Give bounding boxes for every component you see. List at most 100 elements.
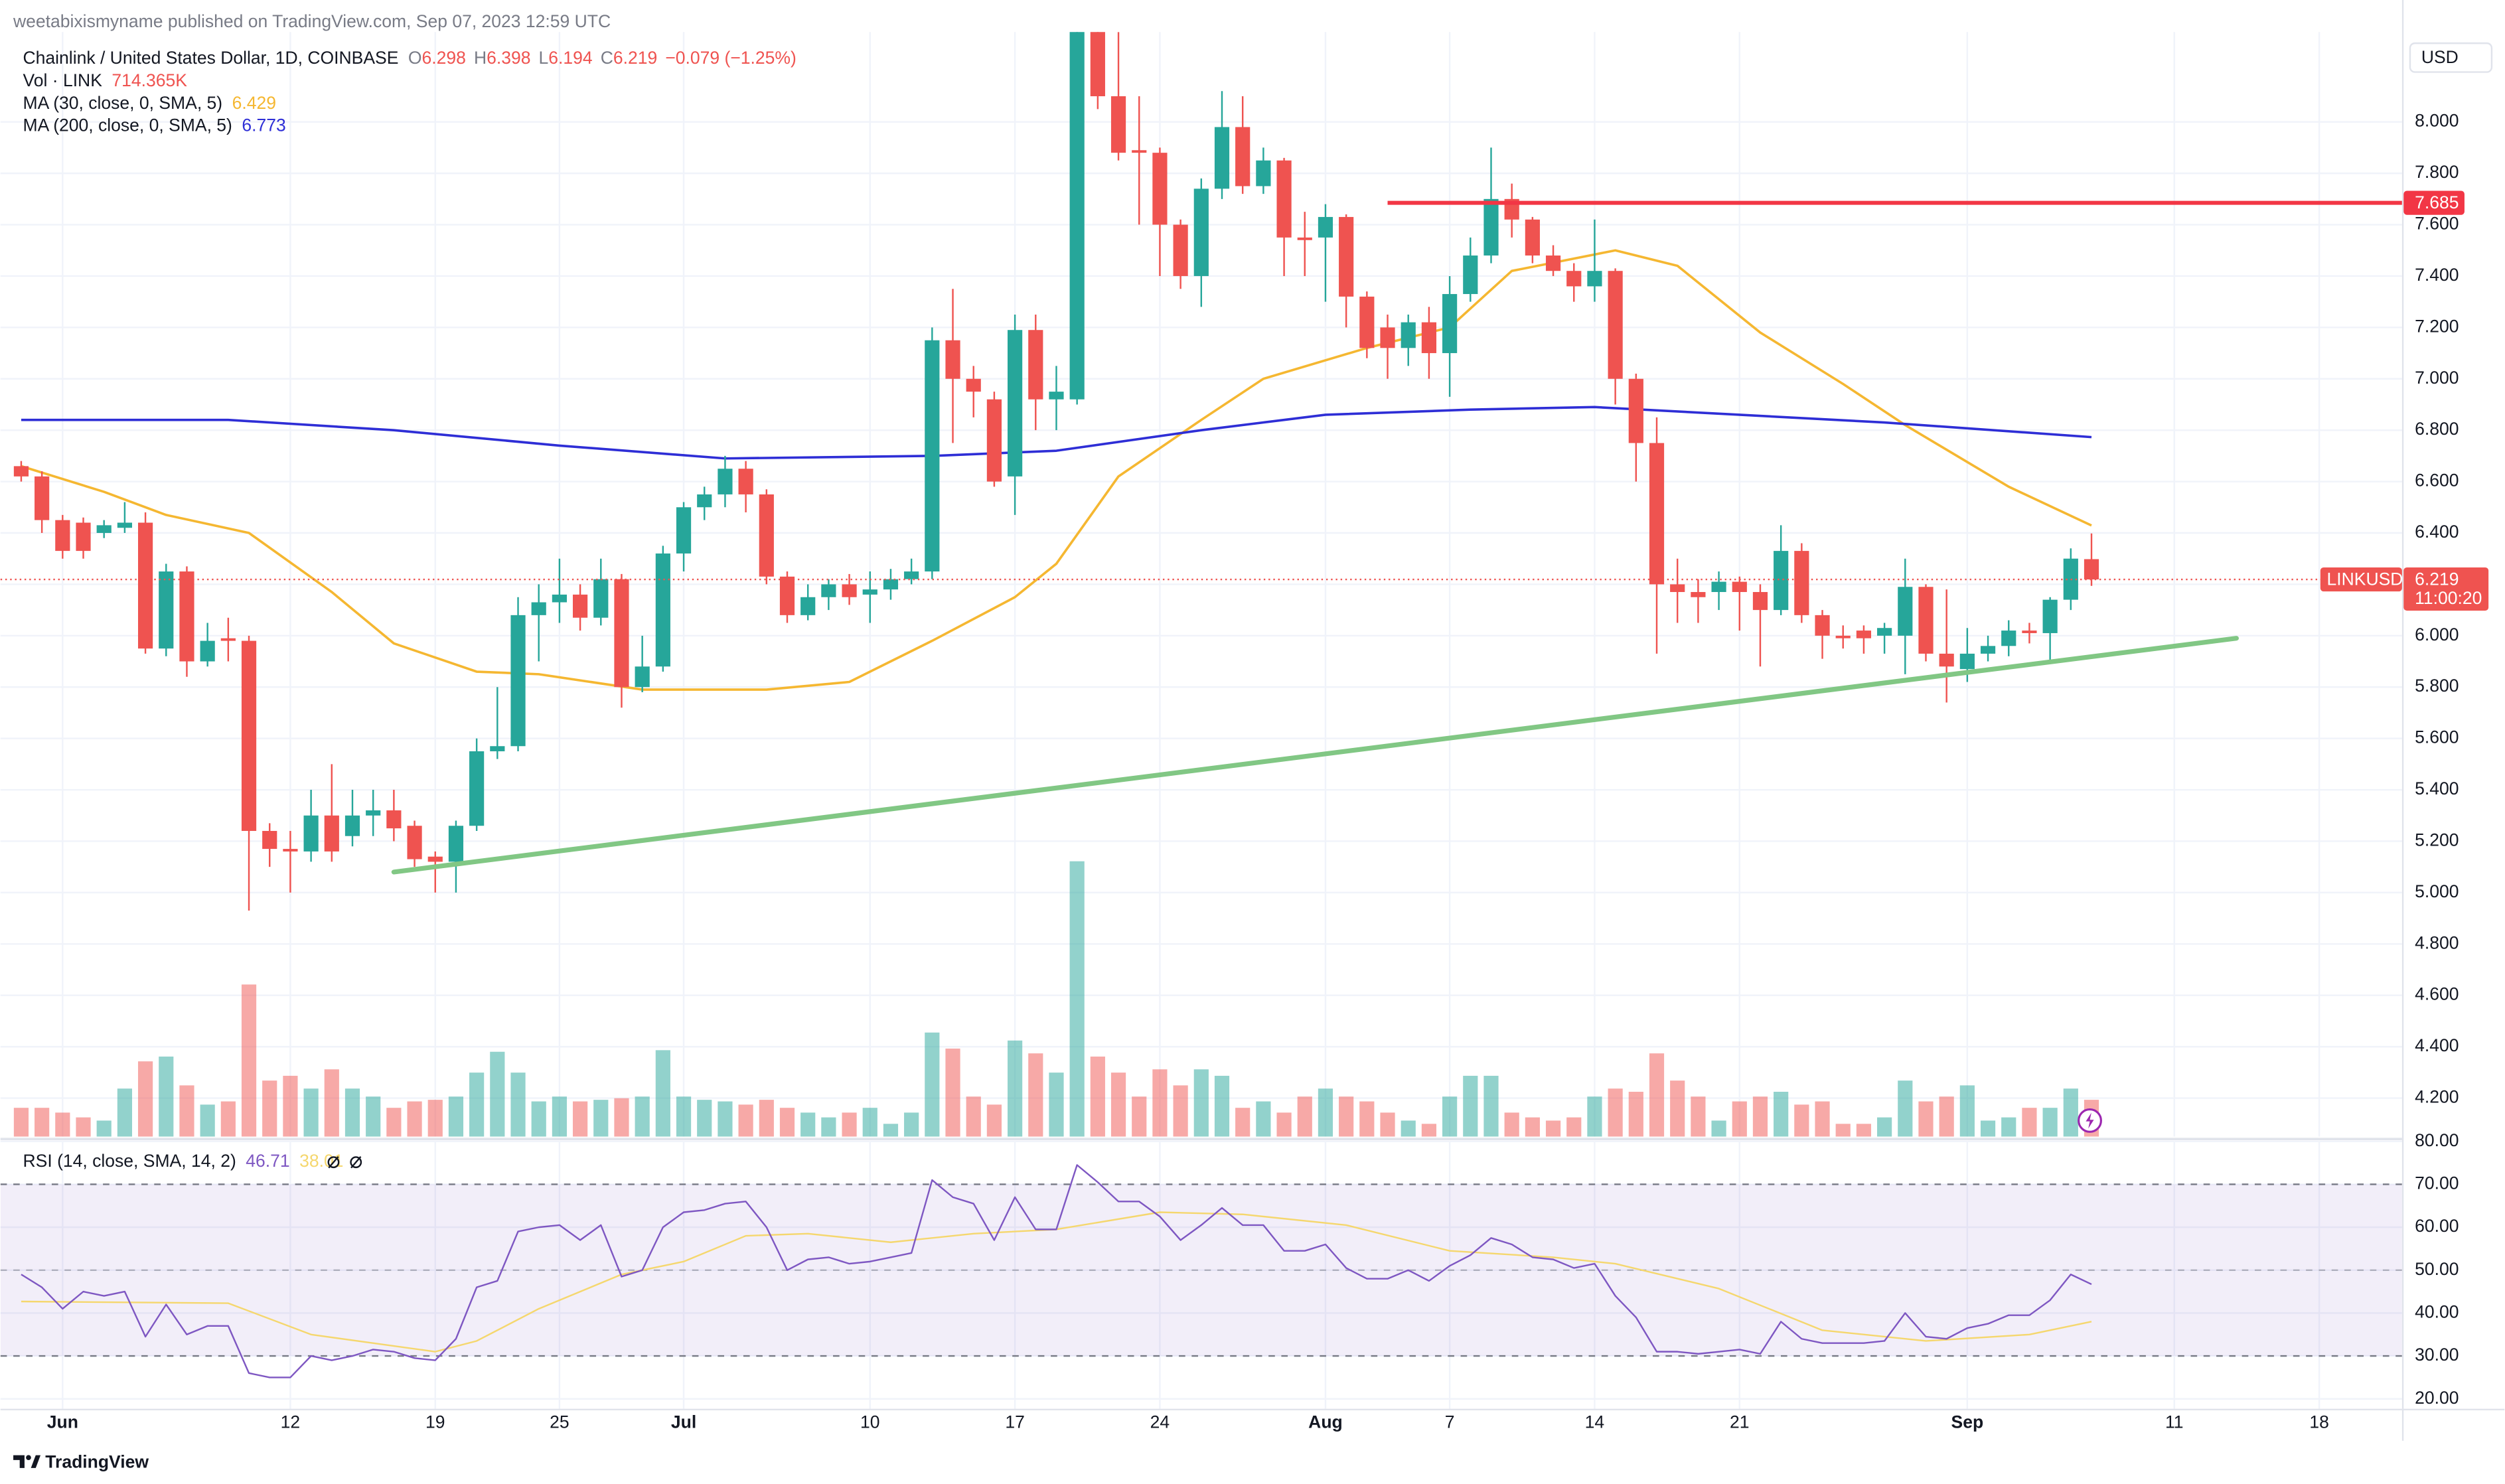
ohlc-letter: O <box>408 48 422 68</box>
drawing-layer <box>0 200 2402 875</box>
volume-bar <box>1691 1096 1706 1137</box>
candle-body <box>137 522 153 649</box>
volume-bar <box>552 1096 567 1137</box>
icon <box>328 1155 339 1169</box>
volume-bar <box>1752 1096 1768 1137</box>
ohlc-letter: L <box>539 48 549 68</box>
volume-bar <box>220 1101 236 1137</box>
volume-value: 714.365K <box>112 70 187 90</box>
y-tick-label: 4.200 <box>2415 1087 2459 1107</box>
y-tick-label: 8.000 <box>2415 111 2459 131</box>
rsi-tick-label: 80.00 <box>2415 1130 2459 1150</box>
symbol-tag-label: LINKUSD <box>2327 569 2403 589</box>
volume-bar <box>1587 1096 1602 1137</box>
rsi-value: 46.71 <box>246 1151 289 1171</box>
candle-body <box>448 826 464 862</box>
candle-body <box>1691 592 1706 597</box>
x-tick-label: Sep <box>1951 1412 1984 1432</box>
axis-layer: 4.200 4.400 4.600 4.800 5.000 5.200 5.400 5.600… <box>47 111 2489 1432</box>
volume-bar <box>821 1117 836 1137</box>
volume-bar <box>1008 1040 1023 1137</box>
y-tick-label: 4.400 <box>2415 1035 2459 1055</box>
last-price-tag <box>2403 567 2489 611</box>
x-tick-label: 14 <box>1585 1412 1605 1432</box>
rsi-tick-label: 40.00 <box>2415 1301 2459 1321</box>
y-tick-label: 6.800 <box>2415 419 2459 439</box>
candle-body <box>572 594 588 618</box>
candle-body <box>1401 322 1416 348</box>
x-tick-label: Jun <box>47 1412 78 1432</box>
lightning-icon[interactable] <box>2078 1108 2102 1133</box>
volume-bar <box>1815 1101 1830 1137</box>
candle-body <box>1193 188 1209 276</box>
icon-bolt[interactable] <box>2086 1112 2094 1129</box>
candle-body <box>490 746 505 751</box>
candle-body <box>1008 330 1023 477</box>
candle-body <box>614 579 629 688</box>
candle-body <box>1276 160 1292 238</box>
candle-body <box>738 469 753 494</box>
x-tick-label: 25 <box>550 1412 569 1432</box>
ohlc-letter: C <box>601 48 613 68</box>
volume-bar <box>35 1108 50 1137</box>
y-tick-label: 4.600 <box>2415 984 2459 1004</box>
volume-bar <box>2001 1117 2016 1137</box>
candle-body <box>1898 587 1913 636</box>
x-tick-label: Aug <box>1308 1412 1343 1432</box>
volume-bar <box>1214 1075 1230 1137</box>
candle-body <box>1711 581 1726 593</box>
volume-bar <box>1152 1069 1168 1137</box>
volume-bar <box>262 1080 277 1137</box>
volume-bar <box>800 1112 816 1137</box>
candle-body <box>2001 631 2016 646</box>
y-tick-label: 6.600 <box>2415 471 2459 490</box>
volume-bar <box>117 1088 132 1137</box>
ohlc-value: 6.194 <box>548 48 592 68</box>
rsi-pane <box>0 1164 2402 1378</box>
volume-bar <box>303 1088 319 1137</box>
legend-main: Chainlink / United States Dollar, 1D, CO… <box>23 48 797 68</box>
x-tick-label: 11 <box>2165 1412 2184 1432</box>
candle-body <box>1856 631 1872 638</box>
candle-body <box>1732 581 1747 593</box>
volume-bar <box>1110 1073 1126 1137</box>
volume-bar <box>386 1108 402 1137</box>
published-note: weetabixismyname published on TradingVie… <box>13 11 611 31</box>
candle-body <box>531 602 546 615</box>
volume-bar <box>159 1056 174 1137</box>
volume-bar <box>427 1100 443 1137</box>
volume-bar <box>1380 1112 1395 1137</box>
currency-box[interactable] <box>2409 42 2493 73</box>
volume-bar <box>76 1117 91 1137</box>
y-tick-label: 7.400 <box>2415 265 2459 285</box>
volume-bar <box>1173 1085 1188 1137</box>
candle-body <box>1835 635 1851 638</box>
candle-body <box>1525 219 1540 256</box>
volume-bar <box>1939 1096 1954 1137</box>
candle-body <box>1587 271 1602 287</box>
volume-bar <box>324 1069 339 1137</box>
candle-body <box>1380 327 1395 348</box>
ma-value: 6.773 <box>242 115 285 135</box>
candle-body <box>821 584 836 597</box>
volume-bar <box>1132 1096 1147 1137</box>
x-tick-label: 17 <box>1005 1412 1025 1432</box>
volume-bar <box>1711 1120 1726 1137</box>
volume-bar <box>1649 1053 1665 1137</box>
volume-bar <box>1628 1092 1643 1137</box>
volume-bar <box>862 1108 877 1137</box>
volume-bar <box>200 1104 215 1137</box>
x-tick-label: 7 <box>1445 1412 1455 1432</box>
currency[interactable]: USD <box>2421 47 2459 67</box>
volume-bar <box>1608 1088 1623 1137</box>
volume-bar <box>697 1100 712 1137</box>
ohlc-value: 6.398 <box>487 48 530 68</box>
trend-line <box>391 636 2239 875</box>
volume-bar <box>925 1032 940 1137</box>
y-tick-label: 5.600 <box>2415 727 2459 747</box>
legend-volume: Vol · LINK 714.365K <box>23 70 188 90</box>
candle-body <box>842 584 857 597</box>
volume-bar <box>490 1051 505 1137</box>
symbol-tag <box>2320 567 2402 592</box>
volume-bar <box>883 1124 899 1137</box>
